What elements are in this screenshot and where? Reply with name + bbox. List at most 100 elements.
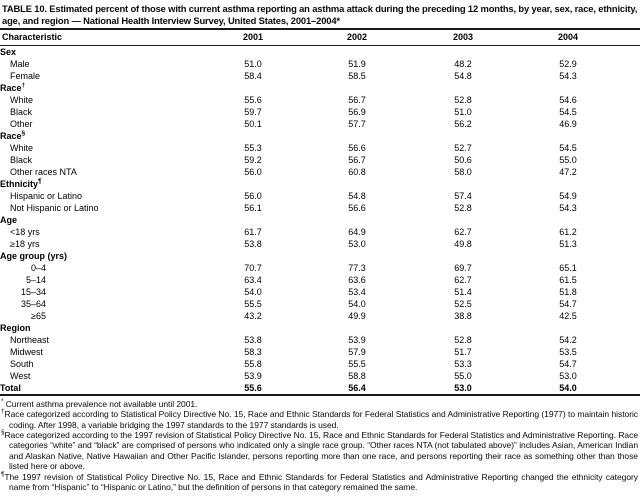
- table-row: 5–14 63.4 63.6 62.7 61.5: [0, 274, 640, 286]
- value-cell: 51.9: [348, 58, 366, 69]
- value-cell: 56.7: [348, 154, 366, 165]
- value-cell: 52.7: [454, 142, 472, 153]
- value-cell: 57.4: [454, 190, 472, 201]
- value-cell: [306, 214, 408, 226]
- value-cell: 61.2: [559, 226, 577, 237]
- row-label: Midwest: [10, 346, 44, 357]
- value-cell: 55.8: [244, 358, 262, 369]
- age-range-label: ≥65: [31, 310, 46, 321]
- footnote-ref: §: [21, 129, 26, 137]
- row-label: South: [10, 358, 34, 369]
- value-cell: [200, 45, 306, 58]
- spacer-cell: [618, 346, 640, 358]
- value-cell: 54.7: [559, 298, 577, 309]
- row-label: <18 yrs: [10, 226, 40, 237]
- table-row: 15–34 54.0 53.4 51.4 51.8: [0, 286, 640, 298]
- value-cell: [200, 250, 306, 262]
- total-row: Total 55.6 56.4 53.0 54.0: [0, 382, 640, 395]
- spacer-cell: [618, 334, 640, 346]
- value-cell: 46.9: [559, 118, 577, 129]
- value-cell: [200, 178, 306, 190]
- value-cell: [408, 82, 518, 94]
- value-cell: [408, 45, 518, 58]
- value-cell: 62.7: [454, 226, 472, 237]
- value-cell: 55.0: [559, 154, 577, 165]
- footnote-marker: †: [1, 408, 5, 416]
- value-cell: 47.2: [559, 166, 577, 177]
- age-range-label: 0–4: [30, 262, 46, 273]
- value-cell: 55.6: [244, 382, 262, 393]
- value-cell: 54.7: [559, 358, 577, 369]
- value-cell: 54.8: [454, 70, 472, 81]
- value-cell: [518, 45, 618, 58]
- value-cell: 69.7: [454, 262, 472, 273]
- value-cell: [518, 250, 618, 262]
- value-cell: 55.5: [348, 358, 366, 369]
- spacer-cell: [618, 154, 640, 166]
- value-cell: 64.9: [348, 226, 366, 237]
- age-range-label: 5–14: [25, 274, 46, 285]
- value-cell: 55.0: [454, 370, 472, 381]
- value-cell: 54.0: [348, 298, 366, 309]
- table-row: Male 51.0 51.9 48.2 52.9: [0, 58, 640, 70]
- value-cell: 56.4: [348, 382, 366, 393]
- row-label: Northeast: [10, 334, 50, 345]
- value-cell: 51.7: [454, 346, 472, 357]
- value-cell: 38.8: [454, 310, 472, 321]
- row-label: Male: [10, 58, 30, 69]
- row-label: Ethnicity¶: [0, 177, 42, 189]
- row-label: Not Hispanic or Latino: [10, 202, 99, 213]
- row-label: West: [10, 370, 31, 381]
- spacer-cell: [618, 130, 640, 142]
- spacer-cell: [618, 190, 640, 202]
- table-row: Other races NTA 56.0 60.8 58.0 47.2: [0, 166, 640, 178]
- value-cell: 56.6: [348, 142, 366, 153]
- value-cell: [518, 214, 618, 226]
- table-row: Hispanic or Latino 56.0 54.8 57.4 54.9: [0, 190, 640, 202]
- column-header-year-3: 2003: [408, 29, 518, 46]
- spacer-cell: [618, 382, 640, 395]
- footnote: §Race categorized according to the 1997 …: [1, 429, 638, 472]
- value-cell: 54.9: [559, 190, 577, 201]
- value-cell: 53.5: [559, 346, 577, 357]
- value-cell: 56.6: [348, 202, 366, 213]
- value-cell: 61.5: [559, 274, 577, 285]
- column-header-year-4: 2004: [518, 29, 618, 46]
- value-cell: 56.9: [348, 106, 366, 117]
- value-cell: 54.2: [559, 334, 577, 345]
- spacer-cell: [618, 142, 640, 154]
- table-row: Other 50.1 57.7 56.2 46.9: [0, 118, 640, 130]
- footnote: †Race categorized according to Statistic…: [1, 408, 639, 430]
- value-cell: 51.0: [454, 106, 472, 117]
- value-cell: [518, 130, 618, 142]
- value-cell: [306, 322, 408, 334]
- spacer-cell: [618, 94, 640, 106]
- value-cell: 58.8: [348, 370, 366, 381]
- value-cell: 55.6: [244, 94, 262, 105]
- table-row: <18 yrs 61.7 64.9 62.7 61.2: [0, 226, 640, 238]
- value-cell: 58.3: [244, 346, 262, 357]
- value-cell: 53.8: [244, 334, 262, 345]
- section-row: Race†: [0, 82, 640, 94]
- row-label: Age group (yrs): [0, 250, 68, 261]
- value-cell: 48.2: [454, 58, 472, 69]
- section-row: Age: [0, 214, 640, 226]
- value-cell: 54.0: [244, 286, 262, 297]
- table-row: 0–4 70.7 77.3 69.7 65.1: [0, 262, 640, 274]
- value-cell: 51.3: [559, 238, 577, 249]
- value-cell: [408, 322, 518, 334]
- age-range-label: 35–64: [20, 298, 46, 309]
- value-cell: [408, 178, 518, 190]
- header-row: Characteristic 2001 2002 2003 2004: [0, 29, 640, 46]
- spacer-cell: [618, 166, 640, 178]
- value-cell: 55.5: [244, 298, 262, 309]
- table-row: White 55.6 56.7 52.8 54.6: [0, 94, 640, 106]
- footnote: * Current asthma prevalence not availabl…: [1, 397, 198, 409]
- table-row: 35–64 55.5 54.0 52.5 54.7: [0, 298, 640, 310]
- section-row: Sex: [0, 45, 640, 58]
- value-cell: [408, 214, 518, 226]
- value-cell: 62.7: [454, 274, 472, 285]
- value-cell: 70.7: [244, 262, 262, 273]
- value-cell: 51.0: [244, 58, 262, 69]
